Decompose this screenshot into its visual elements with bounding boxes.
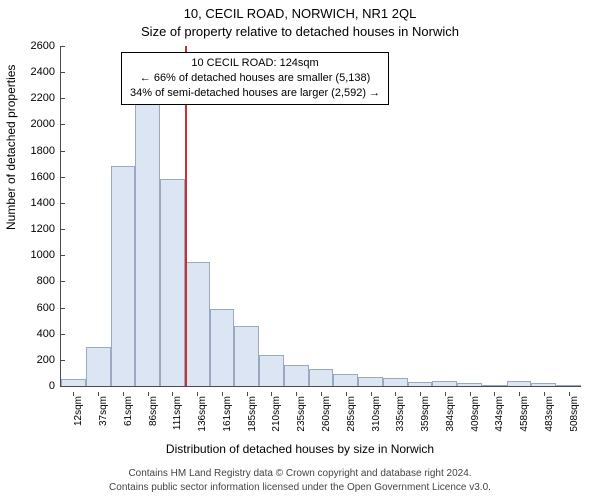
y-tick: 1200 xyxy=(15,223,61,235)
annotation-line-3: 34% of semi-detached houses are larger (… xyxy=(130,86,380,101)
bar xyxy=(556,385,581,386)
bar xyxy=(210,309,235,386)
footer-line-1: Contains HM Land Registry data © Crown c… xyxy=(0,468,600,479)
figure-root: 10, CECIL ROAD, NORWICH, NR1 2QL Size of… xyxy=(0,0,600,500)
bar xyxy=(259,355,284,386)
bar xyxy=(507,381,532,386)
y-tick: 1400 xyxy=(15,197,61,209)
chart-plot-area: 0200400600800100012001400160018002000220… xyxy=(60,46,581,387)
annotation-line-1: 10 CECIL ROAD: 124sqm xyxy=(130,56,380,71)
y-tick: 2000 xyxy=(15,118,61,130)
bar xyxy=(432,381,457,386)
footer-line-2: Contains public sector information licen… xyxy=(0,482,600,493)
y-tick: 1000 xyxy=(15,249,61,261)
y-tick: 2200 xyxy=(15,92,61,104)
y-tick: 800 xyxy=(15,275,61,287)
bar xyxy=(61,379,86,386)
y-tick: 200 xyxy=(15,354,61,366)
bar xyxy=(383,378,408,386)
x-axis-label: Distribution of detached houses by size … xyxy=(0,442,600,456)
bar xyxy=(86,347,111,386)
title-line-2: Size of property relative to detached ho… xyxy=(0,24,600,39)
bar xyxy=(531,383,556,386)
bar xyxy=(408,382,433,386)
y-tick: 1800 xyxy=(15,145,61,157)
bar xyxy=(160,179,185,386)
annotation-line-2: ← 66% of detached houses are smaller (5,… xyxy=(130,71,380,86)
bar xyxy=(358,377,383,386)
title-line-1: 10, CECIL ROAD, NORWICH, NR1 2QL xyxy=(0,6,600,21)
bar xyxy=(185,262,210,386)
bar xyxy=(482,385,507,386)
bar xyxy=(111,166,136,386)
bar xyxy=(457,383,482,386)
bar xyxy=(284,365,309,386)
y-tick: 2600 xyxy=(15,40,61,52)
bar xyxy=(333,374,358,386)
y-tick: 600 xyxy=(15,302,61,314)
annotation-box: 10 CECIL ROAD: 124sqm ← 66% of detached … xyxy=(121,52,389,105)
y-tick: 400 xyxy=(15,328,61,340)
bar xyxy=(135,98,160,386)
y-tick: 2400 xyxy=(15,66,61,78)
y-tick: 0 xyxy=(15,380,61,392)
y-tick: 1600 xyxy=(15,171,61,183)
bar xyxy=(234,326,259,386)
bar xyxy=(309,369,334,386)
